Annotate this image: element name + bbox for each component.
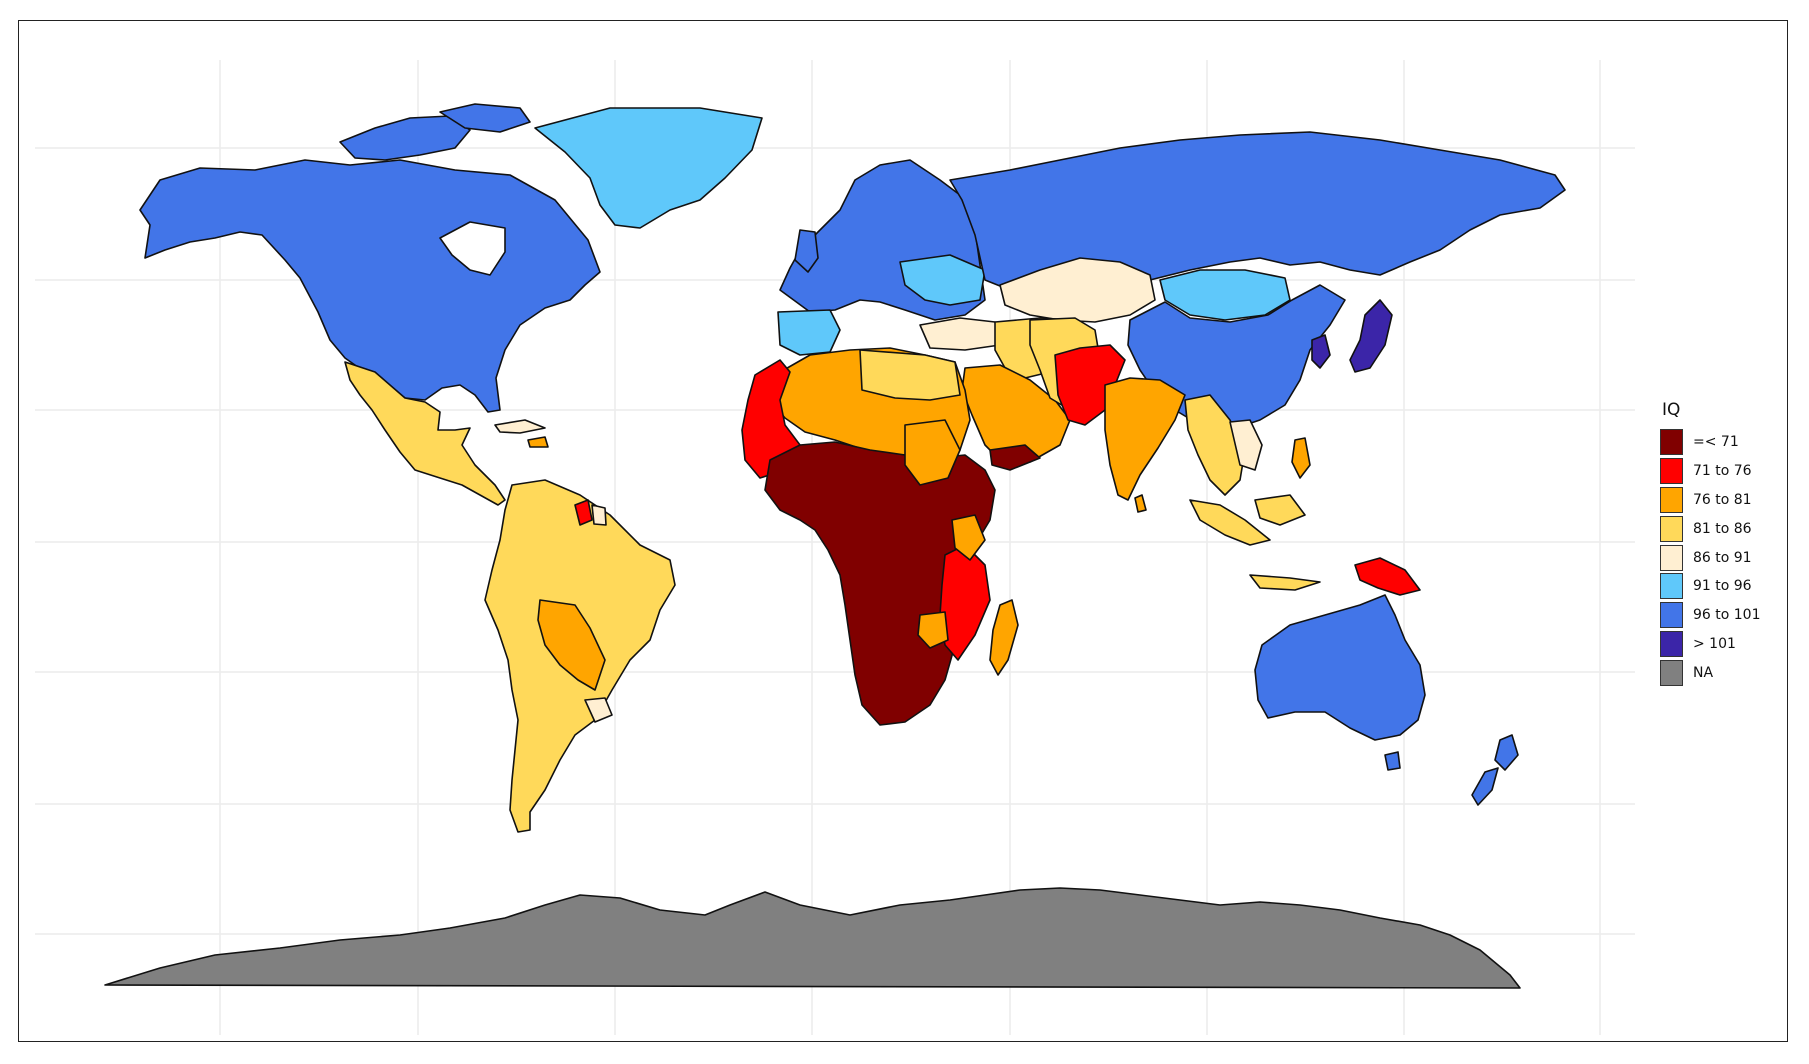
region-australia: [1254, 594, 1426, 741]
legend-item: 91 to 96: [1660, 572, 1761, 601]
legend-swatch: [1660, 659, 1683, 686]
region-mexico-central-america: [344, 361, 506, 506]
region-east-africa: [939, 544, 991, 661]
legend-swatch: [1660, 544, 1683, 571]
region-indonesia: [1249, 574, 1321, 591]
legend-item: =< 71: [1660, 428, 1761, 457]
legend-title: IQ: [1662, 400, 1681, 420]
region-vietnam: [1229, 419, 1263, 471]
legend-label: =< 71: [1693, 434, 1739, 451]
region-russia: [949, 131, 1566, 293]
legend-label: 86 to 91: [1693, 549, 1752, 566]
legend-label: 76 to 81: [1693, 491, 1752, 508]
legend-swatch: [1660, 602, 1683, 629]
legend-label: 71 to 76: [1693, 463, 1752, 480]
region-sudan: [904, 419, 961, 486]
region-arctic-islands: [339, 115, 471, 161]
region-uruguay: [584, 697, 613, 723]
region-uk: [794, 229, 819, 273]
legend-label: 96 to 101: [1693, 607, 1761, 624]
region-greenland: [534, 107, 763, 229]
legend-item: 86 to 91: [1660, 543, 1761, 572]
legend-item: 71 to 76: [1660, 457, 1761, 486]
legend-item: 96 to 101: [1660, 601, 1761, 630]
region-indonesia: [1254, 494, 1306, 526]
region-turkey: [919, 317, 1001, 351]
legend-item: NA: [1660, 658, 1761, 687]
region-new-zealand: [1471, 767, 1499, 806]
legend-swatch: [1660, 573, 1683, 600]
region-arctic-islands: [439, 103, 531, 133]
legend-item: 76 to 81: [1660, 486, 1761, 515]
region-philippines: [1291, 437, 1311, 479]
region-japan: [1349, 299, 1393, 373]
legend-label: > 101: [1693, 635, 1736, 652]
region-papua-new-guinea: [1354, 557, 1421, 596]
region-botswana: [917, 611, 949, 649]
legend-swatch: [1660, 515, 1683, 542]
hudson-bay: [439, 221, 506, 276]
legend-item: > 101: [1660, 630, 1761, 659]
region-tasmania: [1384, 751, 1401, 771]
region-mongolia: [1159, 269, 1291, 321]
legend-swatch: [1660, 458, 1683, 485]
legend: IQ =< 71 71 to 76 76 to 81 81 to 86 86 to 91…: [1660, 400, 1761, 687]
region-madagascar: [989, 599, 1019, 676]
region-eastern-europe: [899, 254, 986, 306]
legend-label: 81 to 86: [1693, 520, 1752, 537]
region-guyana: [574, 499, 593, 526]
region-yemen: [989, 444, 1041, 471]
region-southeast-asia: [1184, 394, 1246, 496]
region-caribbean: [527, 436, 549, 448]
legend-swatch: [1660, 486, 1683, 513]
legend-items: =< 71 71 to 76 76 to 81 81 to 86 86 to 91 91 …: [1660, 428, 1761, 687]
region-north-america: [139, 159, 601, 413]
region-suriname: [591, 504, 607, 526]
legend-swatch: [1660, 429, 1683, 456]
region-iberia: [777, 309, 841, 356]
legend-label: 91 to 96: [1693, 578, 1752, 595]
region-india: [1104, 377, 1186, 501]
legend-item: 81 to 86: [1660, 514, 1761, 543]
region-tanzania: [951, 514, 986, 561]
region-sri-lanka: [1134, 494, 1147, 513]
region-egypt-libya: [859, 349, 961, 401]
region-korea: [1311, 334, 1331, 369]
region-new-zealand: [1494, 734, 1519, 771]
region-arabia: [961, 364, 1071, 466]
region-indonesia: [1189, 499, 1271, 546]
region-bolivia-paraguay: [537, 599, 606, 691]
region-antarctica: [104, 887, 1521, 989]
legend-label: NA: [1693, 664, 1714, 681]
region-kazakhstan: [999, 257, 1156, 323]
legend-swatch: [1660, 630, 1683, 657]
region-caribbean: [494, 419, 546, 434]
